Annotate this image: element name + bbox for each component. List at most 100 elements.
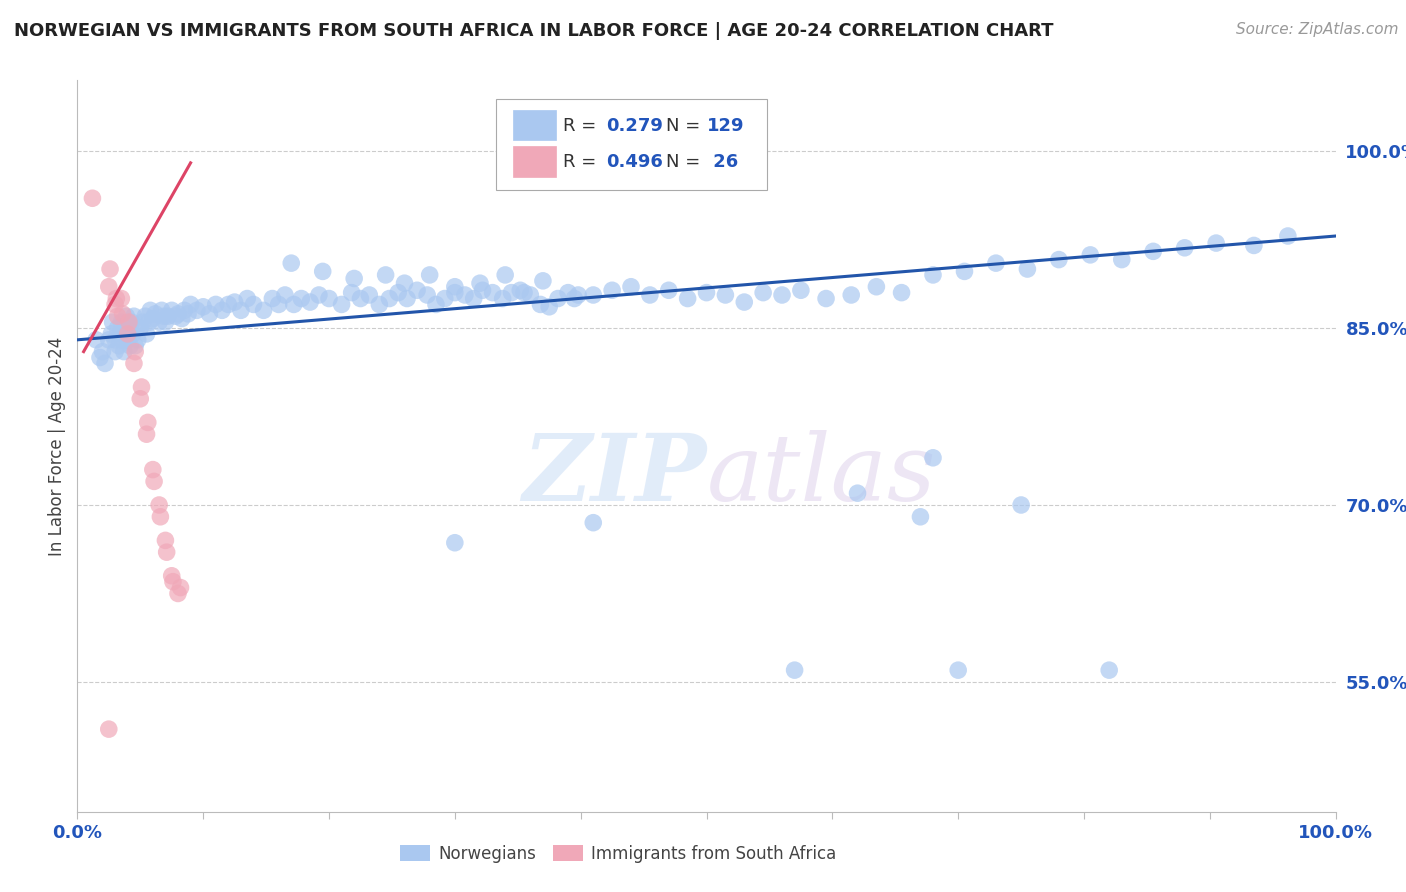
Point [217,297,239,311]
Point [419,268,441,282]
Point [111,307,134,321]
Point [160,568,183,582]
Point [815,292,838,306]
Point [129,392,152,406]
Point [135,427,157,442]
Point [948,663,970,677]
Point [118,315,141,329]
Point [211,303,233,318]
Point [547,292,569,306]
Point [180,297,202,311]
Text: R =: R = [562,153,602,171]
Point [359,288,381,302]
Point [676,292,699,306]
Point [492,292,515,306]
Point [714,288,737,302]
Point [770,288,793,302]
Point [582,288,605,302]
Point [425,297,447,311]
Point [274,288,297,302]
Point [122,356,145,370]
Point [124,339,146,353]
Legend: Norwegians, Immigrants from South Africa: Norwegians, Immigrants from South Africa [394,838,844,869]
Y-axis label: In Labor Force | Age 20-24: In Labor Force | Age 20-24 [48,336,66,556]
Point [454,288,477,302]
Point [131,380,153,394]
Point [922,268,945,282]
Point [444,535,467,549]
Point [162,574,184,589]
Point [104,333,127,347]
Point [600,283,623,297]
Point [368,297,391,311]
Point [120,315,142,329]
Point [890,285,912,300]
Point [953,264,976,278]
Point [107,310,129,324]
Point [406,283,429,297]
Point [416,288,439,302]
Point [120,339,142,353]
Point [733,295,755,310]
Point [308,288,330,302]
Point [1277,229,1299,244]
Text: 0.496: 0.496 [606,153,662,171]
Point [112,344,135,359]
Point [191,300,215,314]
Point [1142,244,1164,259]
Point [1098,663,1121,677]
Point [229,303,252,318]
Point [378,292,401,306]
Point [984,256,1007,270]
Point [513,285,536,300]
Point [198,307,221,321]
Point [471,283,494,297]
Point [142,311,165,326]
Point [564,292,586,306]
Point [252,303,274,318]
FancyBboxPatch shape [496,99,766,190]
Point [115,310,138,324]
Point [1111,252,1133,267]
Point [124,344,146,359]
Point [1078,248,1101,262]
Point [620,279,643,293]
Point [433,292,456,306]
Point [91,344,114,359]
Point [340,285,363,300]
Point [280,256,302,270]
Point [170,311,193,326]
Point [98,262,121,277]
FancyBboxPatch shape [513,146,555,177]
Point [696,285,718,300]
Point [104,297,127,311]
Point [494,268,516,282]
Point [481,285,503,300]
Point [1205,236,1227,251]
Point [283,297,305,311]
Point [839,288,862,302]
Point [142,462,165,476]
Point [156,310,179,324]
Point [752,285,775,300]
Point [343,271,366,285]
Point [501,285,523,300]
Point [156,545,179,559]
Point [160,303,183,318]
Point [97,333,120,347]
Point [374,268,396,282]
Point [97,279,120,293]
Point [387,285,409,300]
Point [165,310,187,324]
Point [262,292,284,306]
Point [111,333,134,347]
Point [395,292,418,306]
Text: ZIP: ZIP [522,430,707,520]
Point [509,283,531,297]
Point [143,307,166,321]
Point [1017,262,1039,277]
Point [104,344,127,359]
Point [125,321,148,335]
Point [136,416,159,430]
Point [790,283,813,297]
